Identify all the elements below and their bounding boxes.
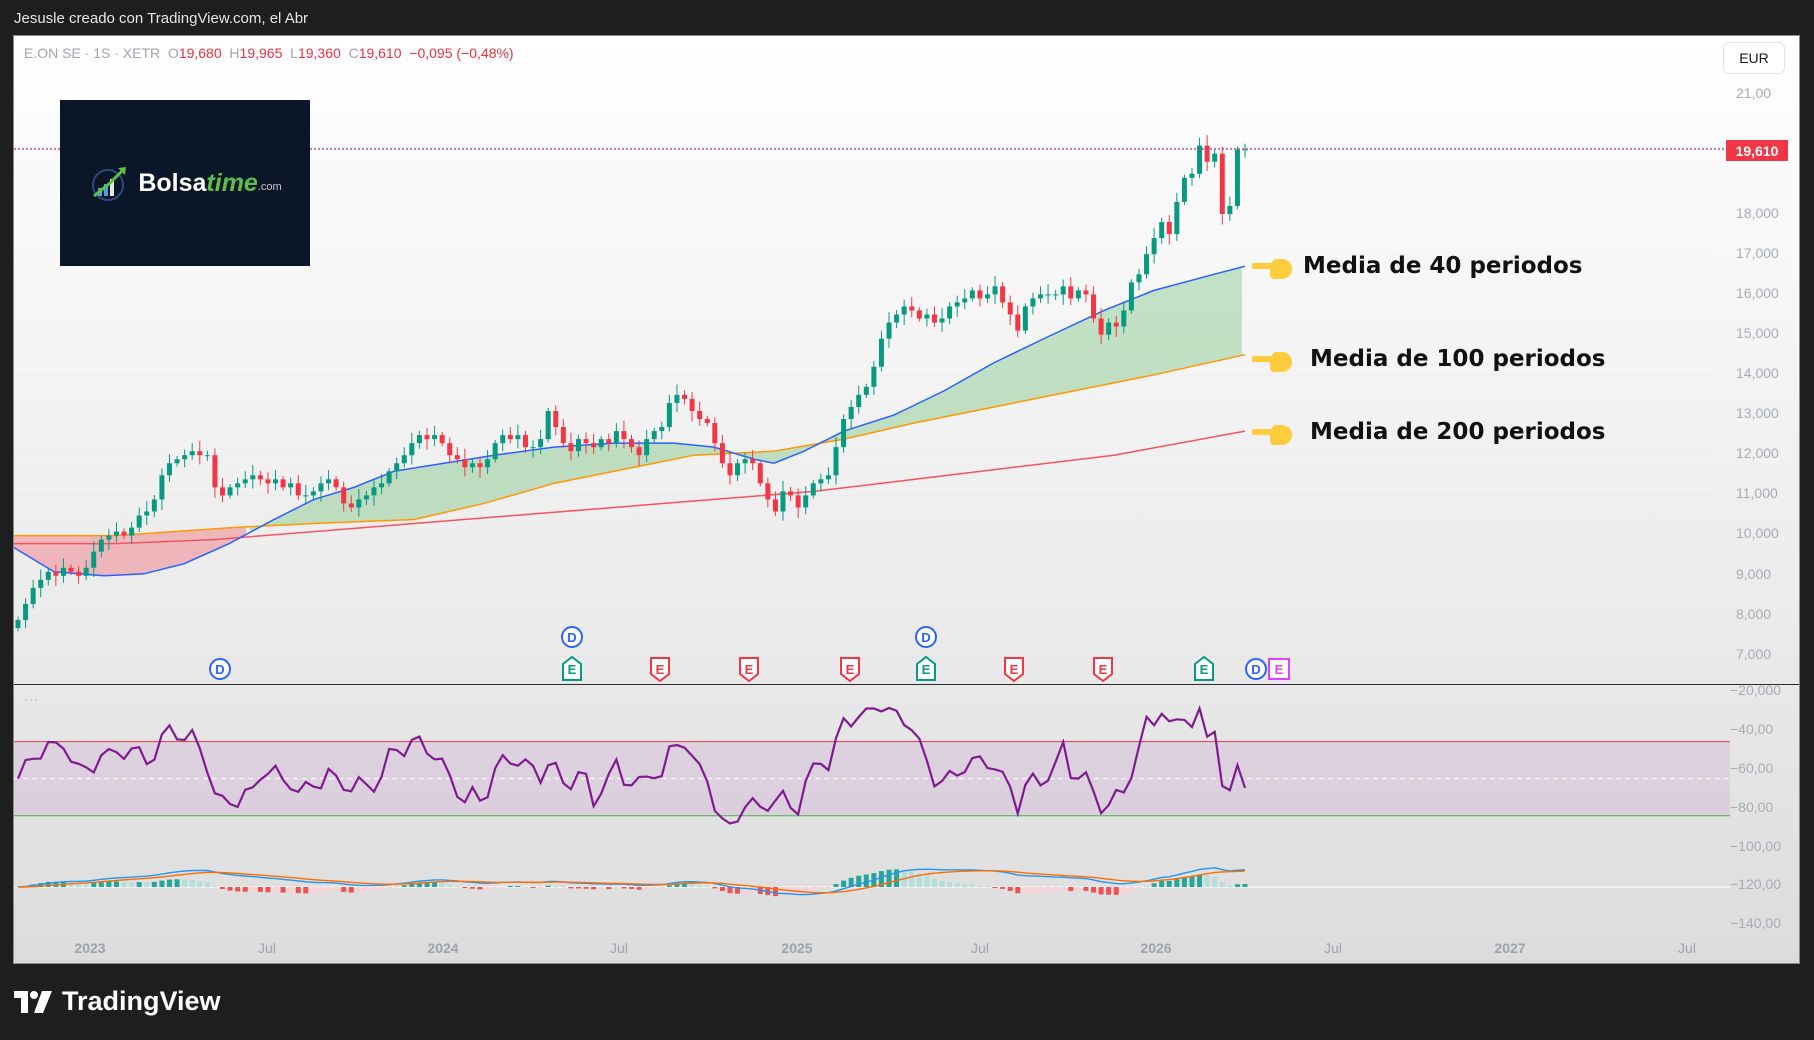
logo-text-time: time	[206, 168, 258, 197]
time-axis-label: Jul	[258, 940, 276, 956]
earnings-marker-icon[interactable]: E	[1093, 657, 1113, 683]
logo-chart-icon	[92, 167, 127, 201]
annotation-ma100: Media de 100 periodos	[1310, 346, 1606, 372]
last-price-tag: 19,610	[1726, 140, 1788, 161]
price-axis-label: 11,000	[1736, 485, 1778, 501]
pointing-hand-icon	[1252, 352, 1292, 372]
indicator-axis-label: −140,00	[1730, 915, 1781, 931]
earnings-marker-icon[interactable]: E	[916, 655, 936, 681]
price-axis-label: 15,000	[1736, 325, 1779, 341]
svg-text:E: E	[568, 662, 577, 677]
price-axis-label: 12,000	[1736, 445, 1779, 461]
price-axis-label: 14,000	[1736, 365, 1779, 381]
svg-text:D: D	[567, 630, 576, 645]
open-label: O	[167, 45, 179, 61]
time-axis-label: Jul	[610, 940, 628, 956]
time-axis-label: 2023	[74, 940, 106, 956]
logo-text-suffix: .com	[257, 181, 282, 193]
bolsatime-logo: Bolsa time .com	[60, 100, 310, 266]
svg-text:E: E	[1099, 662, 1108, 677]
price-axis-label: 16,000	[1736, 285, 1779, 301]
time-axis-label: 2026	[1140, 940, 1172, 956]
time-axis-label: Jul	[1324, 940, 1342, 956]
symbol-legend: E.ON SE · 1S · XETR O19,680 H19,965 L19,…	[24, 45, 514, 61]
low-value: 19,360	[297, 45, 341, 61]
svg-text:E: E	[1275, 662, 1284, 677]
indicator-menu-icon[interactable]: ···	[24, 692, 39, 706]
svg-text:E: E	[846, 662, 855, 677]
pane-divider[interactable]	[14, 684, 1799, 685]
time-axis-label: Jul	[971, 940, 989, 956]
close-label: C	[348, 45, 359, 61]
close-value: 19,610	[358, 45, 402, 61]
high-label: H	[229, 45, 240, 61]
earnings-marker-icon[interactable]: E	[739, 657, 759, 683]
price-axis-label: 7,000	[1736, 646, 1772, 662]
price-axis-label: 9,000	[1736, 566, 1772, 582]
indicator-axis-label: −80,00	[1730, 799, 1774, 815]
chart-credit: Jesusle creado con TradingView.com, el A…	[14, 10, 309, 27]
indicator-axis-label: −40,00	[1730, 721, 1774, 737]
dividend-marker-icon[interactable]: D	[915, 626, 937, 648]
dividend-marker-icon[interactable]: D	[1245, 658, 1267, 680]
price-axis-label: 13,000	[1736, 405, 1779, 421]
earnings-marker-icon[interactable]: E	[1268, 658, 1290, 680]
symbol-name: E.ON SE · 1S · XETR	[24, 45, 161, 61]
time-axis-label: Jul	[1678, 940, 1696, 956]
svg-text:E: E	[922, 662, 931, 677]
currency-button[interactable]: EUR	[1723, 42, 1785, 74]
annotation-ma40: Media de 40 periodos	[1303, 253, 1583, 279]
pointing-hand-icon	[1252, 259, 1292, 279]
change-value: −0,095 (−0,48%)	[409, 45, 514, 61]
price-axis-label: 10,000	[1736, 525, 1779, 541]
svg-text:E: E	[1200, 662, 1209, 677]
pointing-hand-icon	[1252, 425, 1292, 445]
indicator-axis-label: −100,00	[1730, 838, 1781, 854]
low-label: L	[290, 45, 298, 61]
svg-text:E: E	[656, 662, 665, 677]
high-value: 19,965	[239, 45, 283, 61]
svg-text:D: D	[921, 630, 930, 645]
price-axis-label: 21,00	[1736, 85, 1772, 101]
price-axis-label: 18,000	[1736, 205, 1779, 221]
indicator-axis-label: −120,00	[1730, 876, 1781, 892]
price-axis-label: 8,000	[1736, 606, 1772, 622]
open-value: 19,680	[178, 45, 222, 61]
svg-text:E: E	[1010, 662, 1019, 677]
logo-text-bolsa: Bolsa	[138, 168, 207, 197]
earnings-marker-icon[interactable]: E	[650, 657, 670, 683]
price-chart-canvas[interactable]: DDE E E EDE E E E D E	[14, 36, 1800, 964]
indicator-axis-label: −60,00	[1730, 760, 1774, 776]
earnings-marker-icon[interactable]: E	[840, 657, 860, 683]
svg-text:D: D	[1251, 662, 1260, 677]
price-axis-label: 17,000	[1736, 245, 1779, 261]
time-axis-label: 2027	[1494, 940, 1526, 956]
earnings-marker-icon[interactable]: E	[1004, 657, 1024, 683]
tradingview-logo: TradingView	[14, 986, 221, 1017]
annotation-ma200: Media de 200 periodos	[1310, 419, 1606, 445]
earnings-marker-icon[interactable]: E	[562, 655, 582, 681]
tradingview-brand: TradingView	[62, 986, 221, 1016]
time-axis-label: 2024	[427, 940, 459, 956]
earnings-marker-icon[interactable]: E	[1194, 655, 1214, 681]
dividend-marker-icon[interactable]: D	[561, 626, 583, 648]
tradingview-logo-icon	[14, 990, 52, 1013]
svg-text:E: E	[745, 662, 754, 677]
time-axis-label: 2025	[781, 940, 813, 956]
dividend-marker-icon[interactable]: D	[209, 658, 231, 680]
svg-text:D: D	[215, 662, 224, 677]
indicator-axis-label: −20,000	[1730, 682, 1781, 698]
